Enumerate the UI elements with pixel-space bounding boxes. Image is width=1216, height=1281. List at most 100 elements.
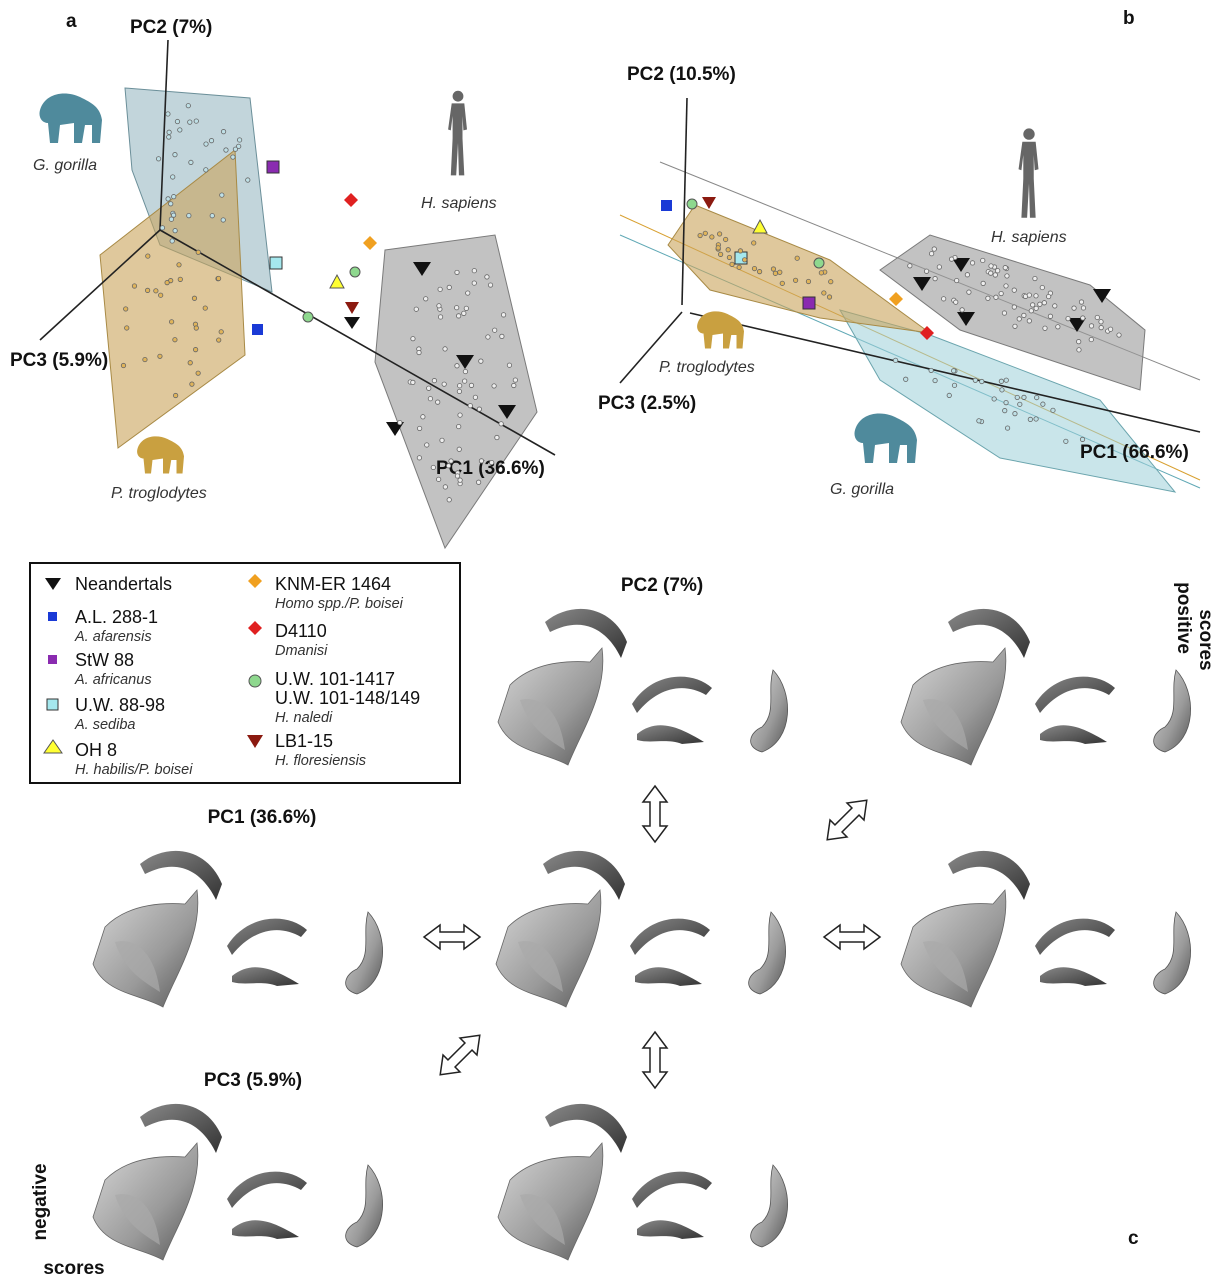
specimen-dot bbox=[436, 476, 442, 482]
specimen-dot bbox=[471, 280, 477, 286]
specimen-dot bbox=[1080, 315, 1086, 321]
specimen-dot bbox=[1004, 273, 1010, 279]
axis-pc2 bbox=[159, 39, 169, 231]
neandertal-marker bbox=[386, 422, 404, 436]
pc-label: PC2 (7%) bbox=[621, 575, 703, 596]
shape-render bbox=[497, 608, 789, 766]
lb1-marker bbox=[702, 197, 716, 209]
specimen-dot bbox=[1098, 319, 1104, 325]
legend-name: KNM-ER 1464 bbox=[275, 574, 391, 594]
specimen-dot bbox=[1033, 305, 1039, 311]
specimen-dot bbox=[177, 127, 183, 133]
specimen-dot bbox=[120, 362, 127, 369]
specimen-dot bbox=[172, 152, 178, 158]
knm-marker bbox=[363, 236, 377, 250]
specimen-dot bbox=[131, 283, 138, 289]
specimen-dot bbox=[454, 473, 461, 479]
specimen-dot bbox=[936, 264, 942, 270]
specimen-dot bbox=[998, 290, 1004, 297]
specimen-dot bbox=[946, 392, 952, 399]
specimen-dot bbox=[1012, 323, 1018, 329]
specimen-dot bbox=[219, 192, 225, 198]
specimen-dot bbox=[216, 337, 222, 343]
legend: Neandertals A.L. 288-1 A. afarensis StW 88 A… bbox=[29, 562, 461, 784]
naledi-marker bbox=[813, 257, 825, 269]
specimen-dot bbox=[1027, 416, 1033, 422]
score-label: scores bbox=[43, 1258, 104, 1279]
specimen-dot bbox=[435, 399, 441, 405]
specimen-dot bbox=[158, 292, 164, 298]
specimen-dot bbox=[494, 434, 500, 441]
human-icon bbox=[448, 90, 467, 176]
specimen-dot bbox=[1041, 300, 1047, 306]
specimen-dot bbox=[237, 137, 243, 143]
specimen-dot bbox=[923, 268, 930, 274]
specimen-dot bbox=[454, 305, 460, 311]
specimen-dot bbox=[484, 274, 490, 280]
specimen-dot bbox=[176, 262, 182, 268]
legend-text: Neandertals A.L. 288-1 A. afarensis StW 88 A… bbox=[74, 574, 420, 778]
specimen-dot bbox=[195, 249, 201, 255]
neandertal-marker bbox=[498, 405, 516, 419]
legend-marker bbox=[45, 578, 61, 590]
score-label: negative bbox=[30, 1163, 51, 1240]
specimen-dot bbox=[168, 216, 175, 222]
specimen-dot bbox=[457, 412, 463, 418]
specimen-dot bbox=[805, 278, 812, 285]
specimen-dot bbox=[702, 230, 708, 236]
specimen-dot bbox=[413, 306, 419, 312]
shape-render bbox=[900, 608, 1192, 766]
group-label: P. troglodytes bbox=[111, 485, 207, 502]
shape-render bbox=[92, 850, 384, 1008]
specimen-dot bbox=[236, 143, 242, 149]
specimen-dot bbox=[737, 248, 744, 254]
specimen-dot bbox=[717, 231, 723, 237]
specimen-dot bbox=[892, 357, 899, 363]
specimen-dot bbox=[437, 286, 443, 292]
specimen-dot bbox=[463, 305, 469, 311]
specimen-dot bbox=[506, 362, 513, 368]
specimen-dot bbox=[170, 212, 177, 218]
specimen-dot bbox=[230, 154, 236, 160]
specimen-dot bbox=[751, 265, 758, 272]
specimen-dot bbox=[215, 275, 222, 282]
uw8898-marker bbox=[269, 256, 283, 270]
axis-label: PC1 (36.6%) bbox=[436, 458, 545, 479]
pc-label: PC1 (36.6%) bbox=[208, 807, 317, 828]
specimen-dot bbox=[189, 381, 195, 387]
specimen-dot bbox=[1034, 394, 1040, 401]
specimen-dot bbox=[821, 290, 827, 296]
gorilla-icon bbox=[39, 93, 102, 143]
specimen-dot bbox=[979, 378, 985, 385]
naledi-marker bbox=[349, 266, 361, 278]
specimen-dot bbox=[1094, 314, 1100, 321]
specimen-dot bbox=[478, 458, 485, 464]
specimen-dot bbox=[169, 238, 175, 244]
specimen-dot bbox=[715, 245, 721, 251]
legend-name: OH 8 bbox=[75, 740, 117, 760]
specimen-dot bbox=[467, 403, 473, 409]
human-icon bbox=[1018, 128, 1039, 218]
axis-label: PC2 (10.5%) bbox=[627, 64, 736, 85]
specimen-dot bbox=[448, 458, 454, 464]
specimen-dot bbox=[772, 270, 779, 276]
legend-name: U.W. 101-1417 bbox=[275, 669, 395, 689]
specimen-dot bbox=[1003, 283, 1009, 289]
specimen-dot bbox=[186, 212, 192, 219]
specimen-dot bbox=[446, 284, 452, 290]
shape-render bbox=[92, 1103, 384, 1261]
specimen-dot bbox=[928, 367, 934, 374]
specimen-dot bbox=[423, 296, 429, 302]
specimen-dot bbox=[142, 356, 148, 363]
specimen-dot bbox=[454, 363, 460, 369]
chimp-hull bbox=[99, 149, 246, 449]
specimen-dot bbox=[420, 414, 426, 420]
specimen-dot bbox=[931, 246, 937, 252]
specimen-dot bbox=[794, 255, 800, 261]
neandertal-marker bbox=[344, 317, 360, 329]
axis-label: PC3 (2.5%) bbox=[598, 393, 696, 414]
group-label: G. gorilla bbox=[830, 481, 894, 498]
specimen-dot bbox=[1033, 293, 1039, 299]
legend-name: StW 88 bbox=[75, 650, 134, 670]
